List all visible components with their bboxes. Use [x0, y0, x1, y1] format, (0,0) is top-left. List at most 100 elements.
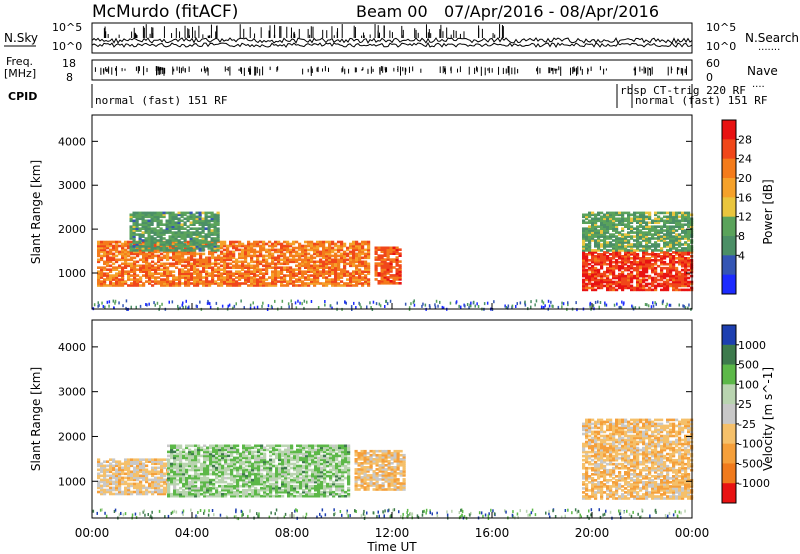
- data-cell: [618, 260, 622, 264]
- data-cell: [144, 231, 148, 234]
- data-cell: [236, 466, 240, 470]
- data-cell: [684, 282, 688, 286]
- data-cell: [218, 462, 222, 466]
- data-cell: [283, 266, 287, 269]
- data-cell: [172, 284, 176, 287]
- data-cell: [160, 468, 164, 472]
- data-cell: [162, 223, 166, 226]
- data-cell: [612, 229, 616, 232]
- data-cell: [349, 260, 353, 264]
- data-cell: [205, 276, 209, 279]
- data-cell: [343, 274, 347, 277]
- data-cell: [200, 478, 204, 482]
- data-cell: [627, 268, 631, 272]
- data-cell: [109, 476, 113, 480]
- data-cell: [224, 486, 228, 490]
- data-cell: [260, 464, 264, 468]
- data-cell: [678, 221, 682, 224]
- data-cell: [642, 249, 646, 252]
- data-cell: [654, 227, 658, 230]
- data-cell: [127, 474, 131, 478]
- data-cell: [251, 464, 255, 468]
- data-cell: [212, 472, 216, 476]
- data-cell: [669, 264, 673, 268]
- noise-cell: [460, 305, 462, 309]
- data-cell: [154, 472, 158, 476]
- data-cell: [156, 229, 160, 232]
- data-cell: [603, 241, 607, 244]
- data-cell: [672, 215, 676, 219]
- data-cell: [253, 260, 257, 264]
- data-cell: [191, 474, 195, 478]
- data-cell: [180, 241, 184, 244]
- data-cell: [175, 260, 179, 264]
- noise-cell: [108, 300, 111, 304]
- data-cell: [136, 472, 140, 476]
- data-cell: [657, 225, 661, 228]
- data-cell: [132, 219, 136, 223]
- data-cell: [150, 237, 154, 240]
- data-cell: [209, 452, 213, 456]
- data-cell: [325, 246, 329, 250]
- data-cell: [186, 211, 190, 215]
- data-cell: [331, 268, 335, 271]
- data-cell: [148, 472, 152, 476]
- data-cell: [678, 260, 682, 264]
- data-cell: [171, 233, 175, 236]
- data-cell: [209, 456, 213, 460]
- data-cell: [244, 272, 248, 275]
- data-cell: [666, 235, 670, 238]
- data-cell: [325, 272, 329, 275]
- data-cell: [612, 215, 616, 219]
- data-cell: [97, 464, 101, 468]
- data-cell: [621, 272, 625, 276]
- data-cell: [355, 280, 359, 283]
- noise-cell: [253, 306, 256, 310]
- data-cell: [609, 211, 613, 215]
- data-cell: [687, 253, 691, 256]
- data-cell: [254, 466, 258, 470]
- data-cell: [159, 229, 163, 232]
- data-cell: [636, 211, 640, 215]
- data-cell: [648, 282, 652, 286]
- data-cell: [127, 276, 131, 279]
- data-cell: [227, 476, 231, 480]
- data-cell: [675, 278, 679, 282]
- data-cell: [127, 486, 131, 490]
- data-cell: [603, 259, 607, 262]
- data-cell: [277, 266, 281, 269]
- data-cell: [217, 256, 221, 260]
- data-cell: [130, 484, 134, 488]
- data-cell: [151, 482, 155, 486]
- data-cell: [97, 280, 101, 283]
- data-cell: [247, 278, 251, 281]
- data-cell: [609, 282, 613, 286]
- data-cell: [654, 260, 658, 264]
- data-cell: [594, 268, 598, 272]
- data-cell: [166, 268, 170, 271]
- data-cell: [633, 245, 637, 248]
- data-cell: [660, 266, 664, 270]
- data-cell: [627, 221, 631, 224]
- data-cell: [681, 262, 685, 266]
- data-cell: [182, 478, 186, 482]
- noise-cell: [428, 304, 431, 308]
- data-cell: [244, 250, 248, 254]
- data-cell: [127, 270, 131, 273]
- data-cell: [168, 219, 172, 223]
- data-cell: [184, 282, 188, 285]
- data-cell: [669, 239, 673, 242]
- data-cell: [241, 244, 245, 248]
- noise-cell: [104, 305, 106, 309]
- noise-cell: [232, 306, 234, 310]
- data-cell: [630, 264, 634, 268]
- data-cell: [603, 225, 607, 228]
- data-cell: [271, 244, 275, 248]
- data-cell: [251, 478, 255, 482]
- data-cell: [182, 468, 186, 472]
- data-cell: [139, 250, 143, 254]
- data-cell: [232, 250, 236, 254]
- data-cell: [245, 474, 249, 478]
- data-cell: [242, 460, 246, 464]
- data-cell: [361, 262, 365, 266]
